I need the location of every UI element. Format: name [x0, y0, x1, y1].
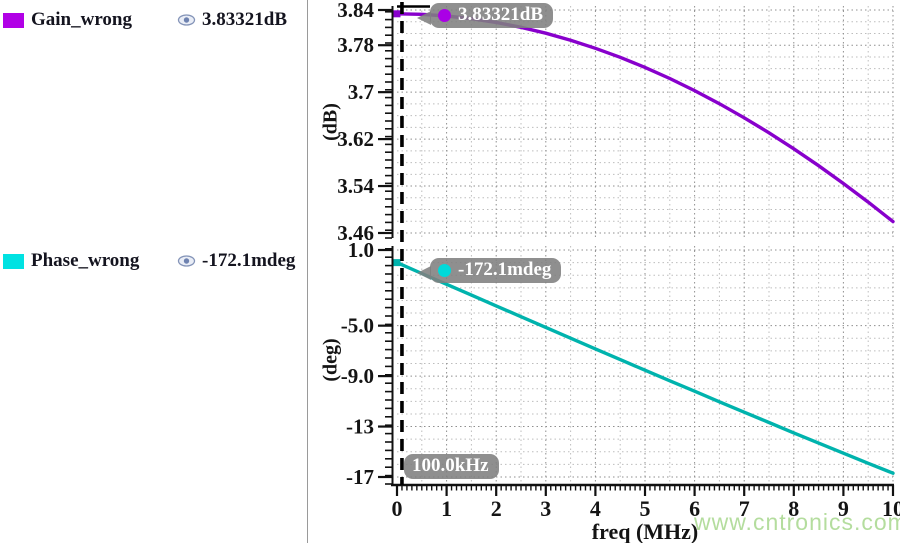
svg-text:10: 10	[882, 496, 900, 521]
svg-text:4: 4	[590, 496, 601, 521]
phase-curve	[395, 260, 895, 475]
svg-text:3.78: 3.78	[337, 33, 374, 57]
svg-text:-5.0: -5.0	[341, 314, 374, 338]
svg-text:2: 2	[491, 496, 502, 521]
svg-text:1.0: 1.0	[348, 238, 374, 262]
gain-axis-title: (dB)	[319, 103, 342, 141]
svg-text:-17: -17	[346, 465, 374, 489]
phase-marker-tooltip[interactable]: -172.1mdeg	[416, 258, 562, 283]
phase-trace-start-marker	[393, 259, 401, 267]
eye-icon[interactable]	[177, 254, 196, 268]
phase-marker-value: -172.1mdeg	[458, 259, 552, 280]
svg-text:3.84: 3.84	[337, 0, 374, 22]
legend-value-gain: 3.83321dB	[202, 9, 287, 30]
legend-label-phase: Phase_wrong	[31, 250, 140, 271]
phase-color-swatch	[3, 253, 24, 269]
gain-marker-tooltip[interactable]: 3.83321dB	[417, 3, 553, 28]
x-axis-title: freq (MHz)	[591, 519, 699, 543]
eye-icon[interactable]	[177, 13, 196, 27]
gain-marker-dot	[438, 8, 451, 22]
cursor-frequency-value: 100.0kHz	[412, 455, 489, 476]
svg-text:-9.0: -9.0	[341, 364, 374, 388]
legend-item-gain[interactable]: Gain_wrong 3.83321dB	[3, 9, 287, 31]
legend-label-gain: Gain_wrong	[31, 9, 133, 30]
svg-text:3.46: 3.46	[337, 221, 374, 245]
svg-text:5: 5	[640, 496, 651, 521]
curves	[393, 10, 895, 475]
svg-text:6: 6	[689, 496, 700, 521]
svg-text:3: 3	[540, 496, 551, 521]
svg-text:3.54: 3.54	[337, 174, 374, 198]
phase-axis-title: (deg)	[319, 338, 342, 382]
cursor-frequency-tooltip[interactable]: 100.0kHz	[404, 454, 499, 479]
axes: 3.84 3.78 3.7 3.62 3.54 3.461.0 -5.0 -9.0 -13 -17…	[337, 0, 900, 521]
svg-text:-13: -13	[346, 415, 374, 439]
svg-text:1: 1	[441, 496, 452, 521]
gain-marker-value: 3.83321dB	[458, 4, 543, 25]
svg-text:8: 8	[788, 496, 799, 521]
svg-text:9: 9	[838, 496, 849, 521]
legend-item-phase[interactable]: Phase_wrong -172.1mdeg	[3, 250, 295, 272]
svg-text:0: 0	[392, 496, 403, 521]
svg-text:3.62: 3.62	[337, 127, 374, 151]
svg-text:7: 7	[739, 496, 750, 521]
svg-text:3.7: 3.7	[348, 80, 374, 104]
gain-trace-start-marker	[393, 10, 401, 18]
legend-value-phase: -172.1mdeg	[202, 250, 296, 271]
gain-color-swatch	[3, 12, 24, 28]
panel-divider	[307, 0, 308, 543]
watermark: www.cntronics.com	[694, 509, 900, 535]
phase-marker-dot	[438, 263, 451, 277]
grid	[397, 6, 894, 484]
